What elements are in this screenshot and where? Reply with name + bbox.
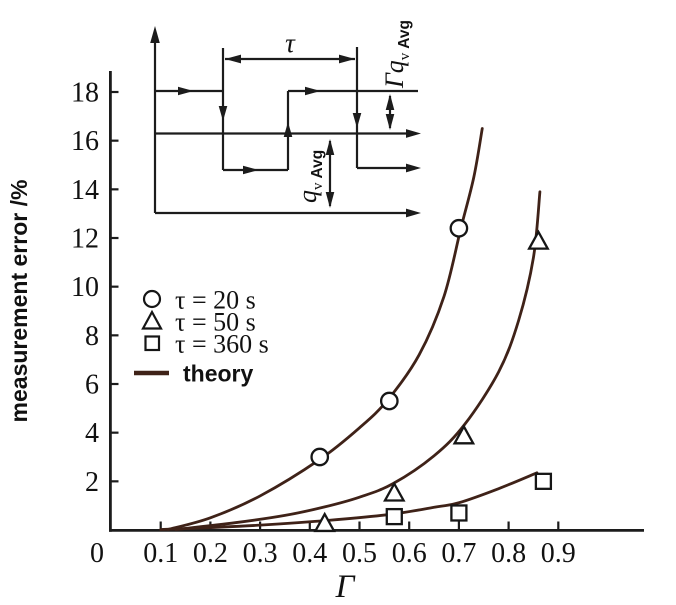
data-point-triangle: [527, 229, 550, 250]
inset-average-arrow: [406, 129, 421, 138]
x-tick-label-0.2: 0.2: [193, 538, 228, 569]
x-tick-label-0.6: 0.6: [392, 538, 427, 569]
legend-triangle-marker: [141, 309, 163, 330]
y-tick-label-12: 12: [71, 224, 99, 255]
x-tick-label-0.1: 0.1: [143, 538, 178, 569]
inset-gamma-qv-label: ΓqvAvg: [380, 20, 413, 89]
data-point-square: [534, 472, 553, 490]
y-tick-label-18: 18: [71, 78, 99, 109]
x-tick-label-0.5: 0.5: [342, 538, 377, 569]
y-tick-label-8: 8: [85, 321, 99, 352]
legend: τ = 20 s τ = 50 s τ = 360 s theory: [134, 286, 269, 387]
y-axis-title: measurement error /%: [6, 180, 32, 423]
legend-label-50s: τ = 50 s: [175, 308, 256, 337]
theory-curve-1: [174, 190, 542, 531]
inset-drop1-flow-arrow: [218, 106, 228, 121]
y-tick-label-6: 6: [85, 370, 99, 401]
data-point-triangle: [383, 481, 406, 502]
data-point-circle: [310, 447, 330, 467]
inset-qv-down-arrow: [325, 192, 335, 208]
inset-gamma-qv-up-arrow: [385, 94, 395, 110]
y-tick-label-4: 4: [85, 418, 99, 449]
data-point-square: [385, 507, 403, 526]
inset-qv-up-arrow: [325, 139, 335, 155]
inset-gamma-qv-down-arrow: [385, 114, 395, 130]
y-tick-label-14: 14: [71, 175, 99, 206]
legend-label-360s: τ = 360 s: [175, 330, 269, 359]
y-tick-label-2: 2: [85, 467, 99, 498]
inset-low2-arrow: [406, 163, 421, 173]
x-tick-label-0.3: 0.3: [243, 538, 278, 569]
x-tick-label-0.8: 0.8: [491, 538, 526, 569]
data-point-triangle: [452, 424, 476, 445]
axes: [109, 71, 644, 532]
inset-tau-left-arrow: [225, 54, 241, 64]
inset-qv-label: qvAvg: [293, 150, 326, 203]
inset-low1-flow-arrow: [243, 165, 259, 175]
data-point-circle: [449, 218, 469, 238]
legend-label-20s: τ = 20 s: [175, 286, 256, 315]
inset-diagram: τ ΓqvAvg qvAvg: [150, 20, 421, 218]
data-point-triangle: [313, 511, 336, 533]
legend-circle-marker: [142, 289, 162, 309]
x-ticks: 0.1 0.2 0.3 0.4 0.5 0.6 0.7 0.8 0.9: [143, 521, 576, 569]
inset-tau-right-arrow: [339, 54, 355, 64]
inset-high1-flow-arrow: [178, 86, 194, 96]
origin-label: 0: [90, 538, 104, 569]
inset-high2-flow-arrow: [305, 86, 321, 96]
data-markers: [310, 218, 553, 533]
x-tick-label-0.4: 0.4: [292, 538, 327, 569]
data-point-circle: [379, 391, 399, 411]
y-tick-label-16: 16: [71, 126, 99, 157]
inset-rise-flow-arrow: [283, 122, 293, 137]
inset-baseline-arrow: [406, 208, 421, 218]
x-axis-title: Γ: [335, 569, 356, 605]
y-tick-label-10: 10: [71, 272, 99, 303]
inset-axis-up-arrow: [150, 26, 160, 43]
x-tick-label-0.9: 0.9: [541, 538, 576, 569]
legend-label-theory: theory: [183, 361, 254, 387]
y-ticks: 2 4 6 8 10 12 14 16 18: [71, 78, 119, 498]
x-tick-label-0.7: 0.7: [441, 538, 476, 569]
inset-drop2-flow-arrow: [352, 113, 362, 128]
inset-tau-label: τ: [285, 28, 296, 58]
legend-square-marker: [144, 335, 161, 352]
data-point-square: [450, 504, 468, 522]
